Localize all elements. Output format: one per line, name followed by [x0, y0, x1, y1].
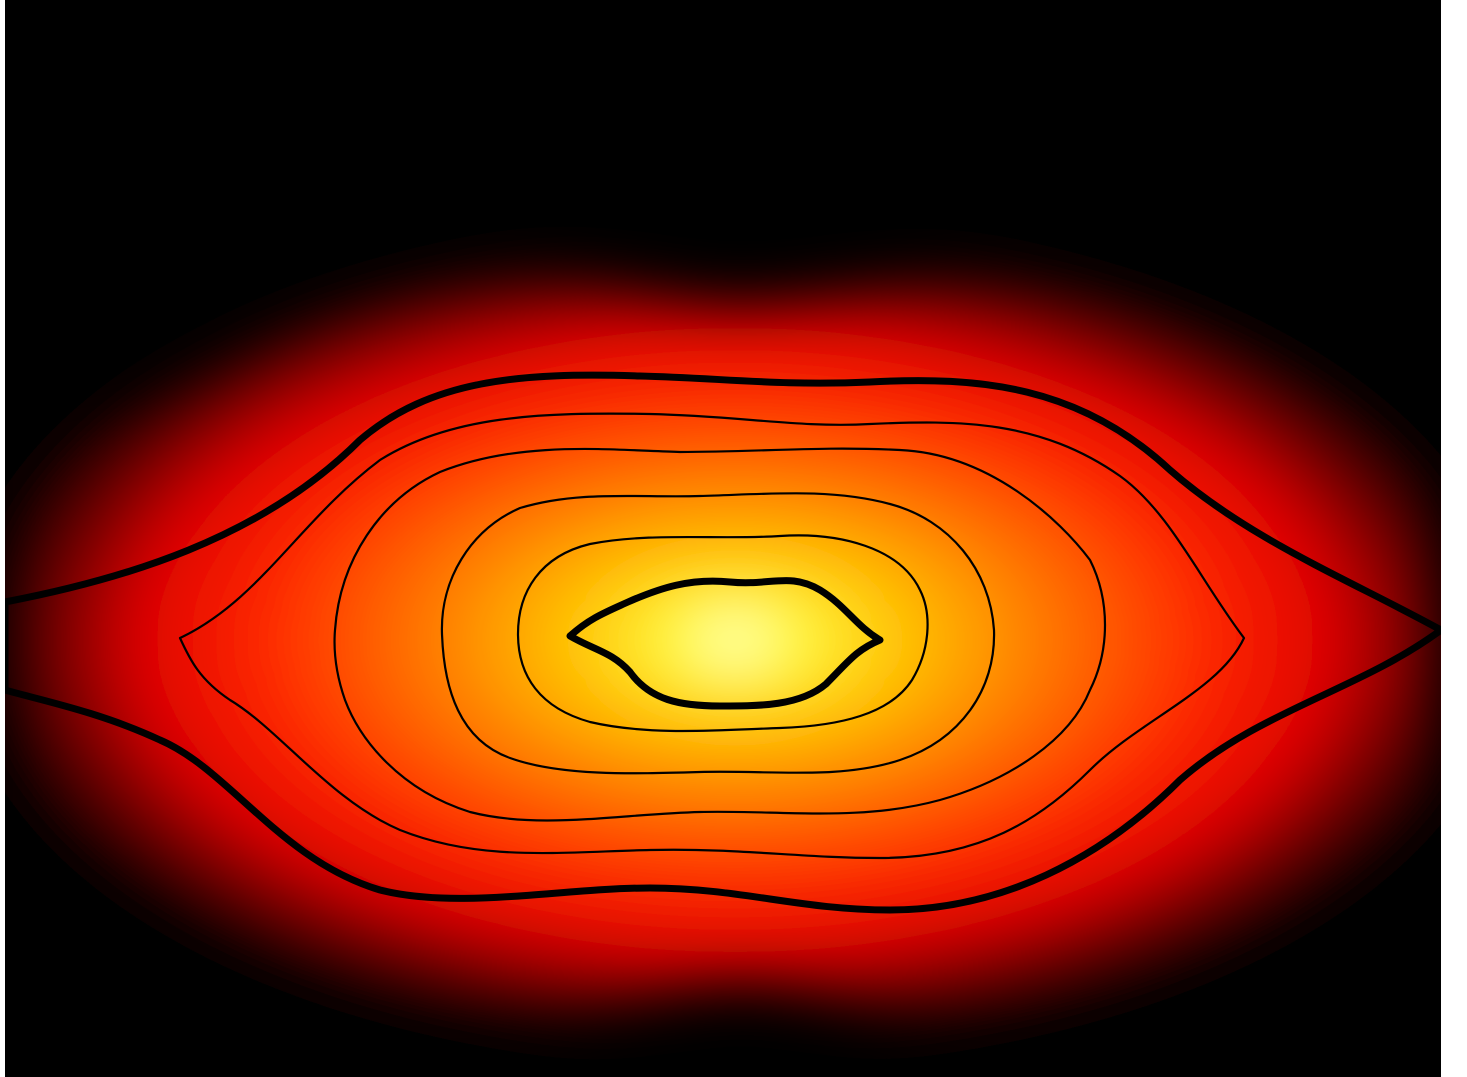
- contour-line-level-3: [333, 447, 1107, 822]
- contour-line-level-4: [440, 492, 996, 775]
- contour-line-level-5: [516, 534, 929, 733]
- heat-field: [5, 267, 1441, 1042]
- contour-line-level-1: [5, 371, 1441, 914]
- contour-lines: [5, 371, 1441, 914]
- contour-line-level-6: [566, 577, 884, 710]
- contour-line-level-2: [178, 412, 1246, 860]
